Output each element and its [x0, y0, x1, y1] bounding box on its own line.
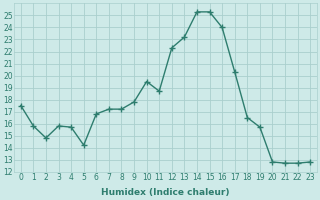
- X-axis label: Humidex (Indice chaleur): Humidex (Indice chaleur): [101, 188, 230, 197]
